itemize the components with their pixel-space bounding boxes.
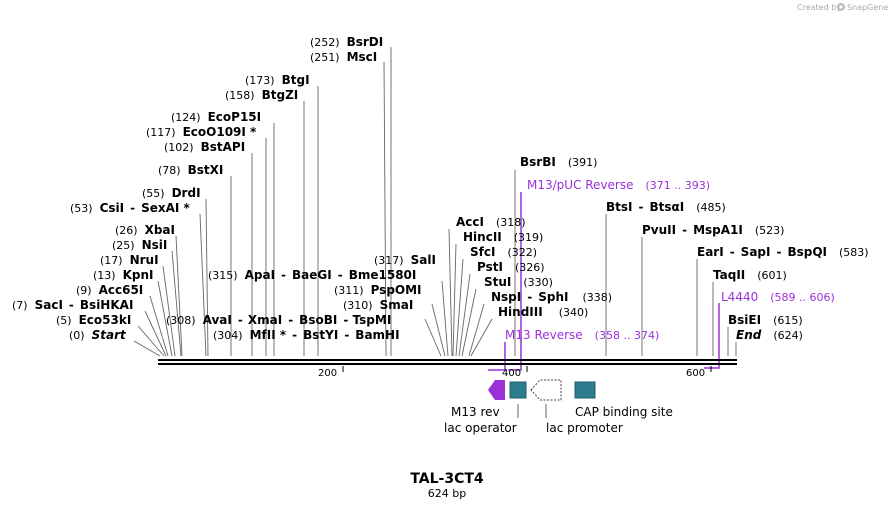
site-label: (117) EcoO109I * <box>146 125 257 139</box>
site-label: (7) SacI - BsiHKAI <box>12 298 133 312</box>
site-label: HincII (319) <box>463 230 543 244</box>
cap-binding-site-box-icon <box>574 381 596 399</box>
site-label: BtsI - BtsαI (485) <box>606 200 726 214</box>
tick-label: 400 <box>502 368 521 379</box>
plasmid-length: 624 bp <box>428 487 466 500</box>
site-label: SfcI (322) <box>470 245 537 259</box>
ruler: 200 400 600 <box>318 366 712 379</box>
tick-label: 200 <box>318 368 337 379</box>
site-label: (304) MfII * - BstYI - BamHI <box>213 328 400 342</box>
site-label: (124) EcoP15I <box>171 110 261 124</box>
site-label: (315) ApaI - BaeGI - Bme1580I <box>208 268 416 282</box>
brand-created-by: Created by <box>797 3 841 12</box>
feature-label-m13-rev: M13 rev <box>451 405 500 419</box>
site-label: (158) BtgZI <box>225 88 298 102</box>
m13-rev-arrow-icon <box>488 380 505 400</box>
site-label: (0) Start <box>69 328 127 342</box>
site-label: (252) BsrDI <box>310 35 383 49</box>
site-label: (9) Acc65I <box>76 283 143 297</box>
site-label: (55) DrdI <box>142 186 201 200</box>
brand-name: SnapGene <box>847 3 888 12</box>
site-label: TaqII (601) <box>713 268 787 282</box>
site-label: StuI (330) <box>484 275 553 289</box>
site-label: (53) CsiI - SexAI * <box>70 201 191 215</box>
site-label: PstI (326) <box>477 260 545 274</box>
site-label: HindIII (340) <box>498 305 588 319</box>
site-label: (26) XbaI <box>115 223 175 237</box>
primer-label: L4440 (589 .. 606) <box>721 290 835 304</box>
site-label: EarI - SapI - BspQI (583) <box>697 245 869 259</box>
backbone <box>158 359 737 365</box>
site-label: (102) BstAPI <box>164 140 245 154</box>
site-label: AccI (318) <box>456 215 526 229</box>
site-label: (5) Eco53kI <box>56 313 131 327</box>
lac-operator-box-icon <box>509 381 527 399</box>
tick-label: 600 <box>686 368 705 379</box>
site-label: BsiEI (615) <box>728 313 803 327</box>
site-label: (13) KpnI <box>93 268 154 282</box>
site-label: (310) SmaI <box>343 298 413 312</box>
site-label: (308) AvaI - XmaI - BsoBI - TspMI <box>166 313 391 327</box>
primer-label: M13/pUC Reverse (371 .. 393) <box>527 178 710 192</box>
site-label: NspI - SphI (338) <box>491 290 612 304</box>
primer-label: M13 Reverse (358 .. 374) <box>505 328 659 342</box>
site-label: (173) BtgI <box>245 73 310 87</box>
site-leader-lines <box>133 47 737 357</box>
site-label: (78) BstXI <box>158 163 223 177</box>
site-label: (317) SalI <box>374 253 436 267</box>
site-label: PvuII - MspA1I (523) <box>642 223 784 237</box>
lac-promoter-arrow-icon <box>530 379 562 401</box>
site-label: End (624) <box>736 328 803 342</box>
feature-glyphs <box>488 379 596 418</box>
feature-label-lac-promoter: lac promoter <box>546 421 623 435</box>
site-label: (17) NruI <box>100 253 159 267</box>
feature-label-lac-operator: lac operator <box>444 421 517 435</box>
site-label: (251) MscI <box>310 50 377 64</box>
site-label: (25) NsiI <box>112 238 167 252</box>
site-label: (311) PspOMI <box>334 283 422 297</box>
feature-label-cap-binding-site: CAP binding site <box>575 405 673 419</box>
site-label: BsrBI (391) <box>520 155 597 169</box>
snapgene-logo-icon <box>837 3 845 11</box>
primer-markers <box>488 192 720 371</box>
plasmid-name: TAL-3CT4 <box>410 471 484 487</box>
